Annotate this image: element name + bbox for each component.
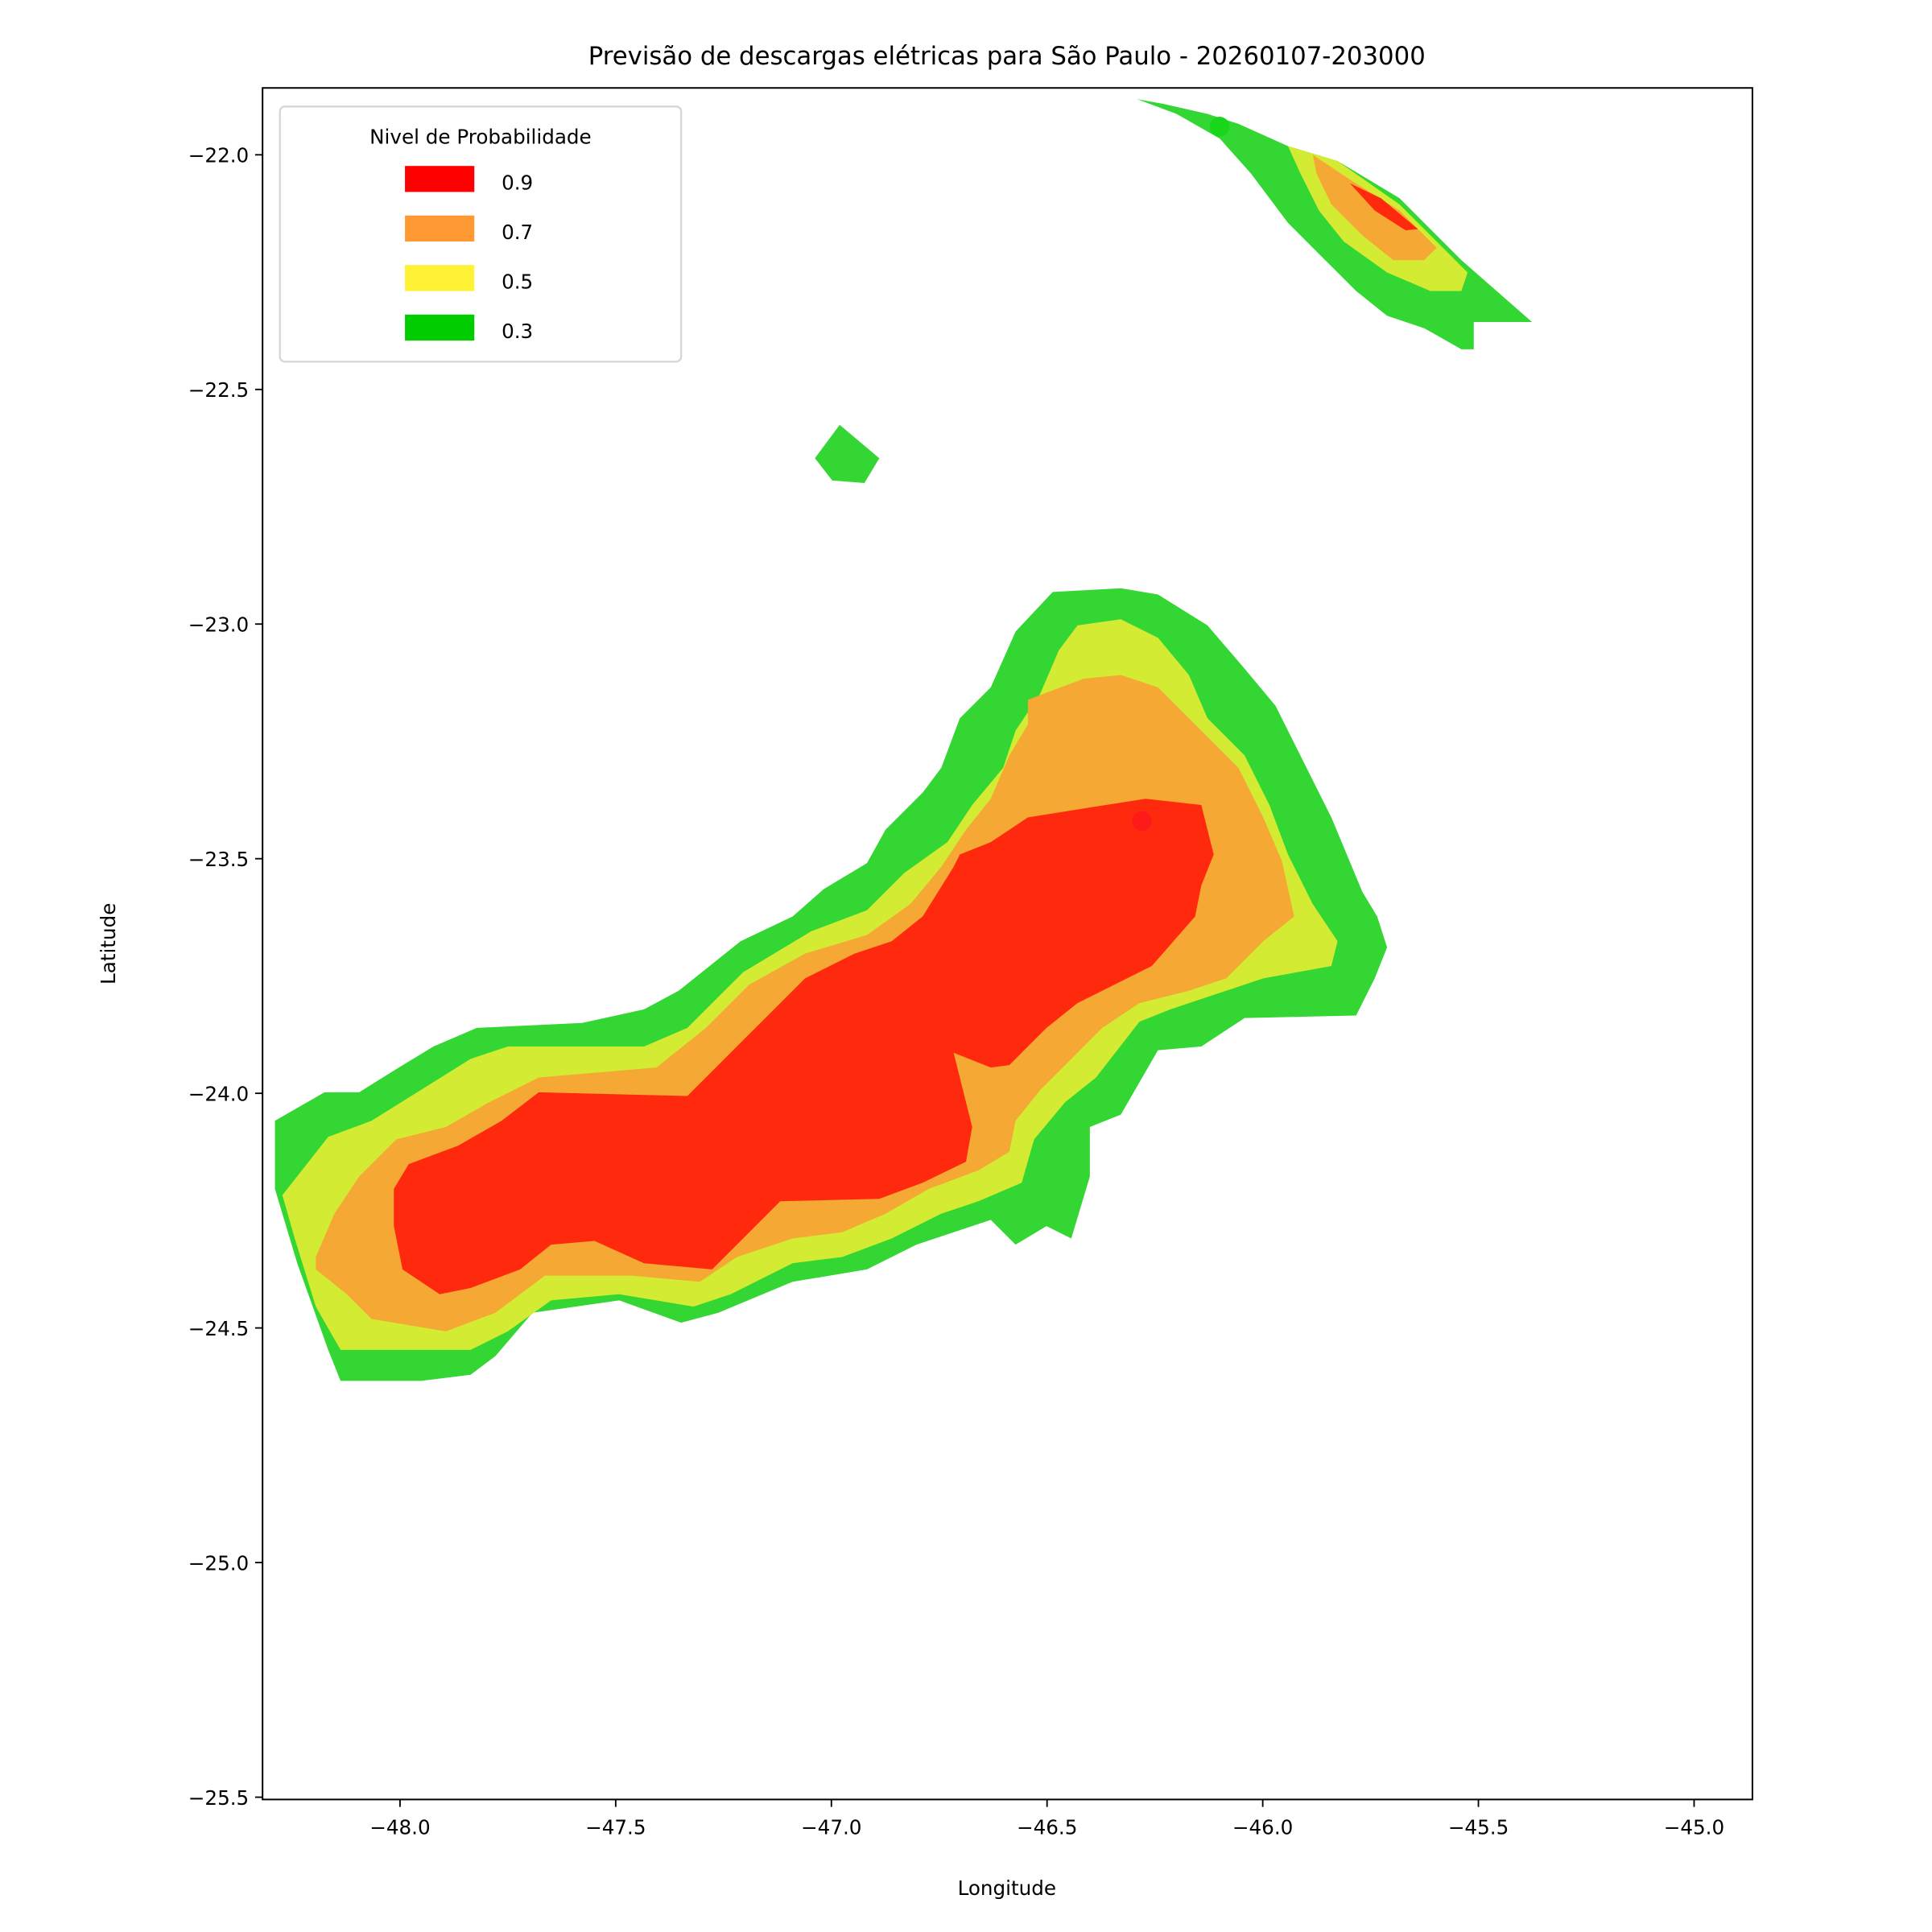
x-tick-label: −45.0: [1664, 1815, 1724, 1839]
contour-fills: [275, 99, 1533, 1381]
y-tick-label: −25.5: [188, 1786, 249, 1810]
x-axis-label: Longitude: [958, 1876, 1056, 1900]
chart-title: Previsão de descargas elétricas para São…: [588, 42, 1426, 71]
legend-swatch-0.5: [405, 265, 475, 291]
legend-entries: 0.9 0.7 0.5 0.3: [405, 166, 533, 343]
point-level-0.9: [1132, 811, 1152, 832]
points: [1132, 117, 1230, 832]
contour-level-0.9: [394, 799, 1214, 1294]
legend[interactable]: Nivel de Probabilidade 0.9 0.7 0.5 0.3: [279, 105, 683, 363]
x-tick-label: −45.5: [1448, 1815, 1509, 1839]
y-tick-label: −24.5: [188, 1317, 249, 1340]
x-tick-label: −47.5: [585, 1815, 646, 1839]
legend-label: 0.3: [502, 320, 533, 343]
x-tick-label: −46.5: [1017, 1815, 1077, 1839]
legend-swatch-0.3: [405, 314, 475, 341]
contour-level-0.3: [815, 424, 880, 483]
y-tick-label: −23.5: [188, 848, 249, 871]
x-tick-label: −47.0: [801, 1815, 861, 1839]
x-tick-label: −48.0: [369, 1815, 430, 1839]
y-axis-label: Latitude: [97, 903, 120, 985]
y-tick-label: −22.5: [188, 378, 249, 402]
x-axis: −48.0 −47.5 −47.0 −46.5 −46.0 −45.5 −45.0: [369, 1799, 1724, 1839]
y-tick-label: −24.0: [188, 1082, 249, 1105]
y-tick-label: −22.0: [188, 144, 249, 167]
plot-area: [275, 99, 1533, 1381]
legend-label: 0.9: [502, 171, 533, 194]
contour-level-0.9: [1349, 183, 1418, 231]
legend-label: 0.7: [502, 221, 533, 244]
legend-swatch-0.7: [405, 215, 475, 242]
axes-frame: [262, 87, 1753, 1801]
y-axis: −22.0 −22.5 −23.0 −23.5 −24.0 −24.5 −25.0 −25.5: [188, 144, 263, 1810]
y-tick-label: −25.0: [188, 1551, 249, 1575]
legend-frame: [279, 105, 683, 363]
legend-title: Nivel de Probabilidade: [369, 125, 592, 148]
legend-label: 0.5: [502, 270, 533, 293]
y-tick-label: −23.0: [188, 613, 249, 636]
point-level-0.3: [1209, 117, 1230, 137]
x-tick-label: −46.0: [1232, 1815, 1293, 1839]
legend-swatch-0.9: [405, 166, 475, 192]
